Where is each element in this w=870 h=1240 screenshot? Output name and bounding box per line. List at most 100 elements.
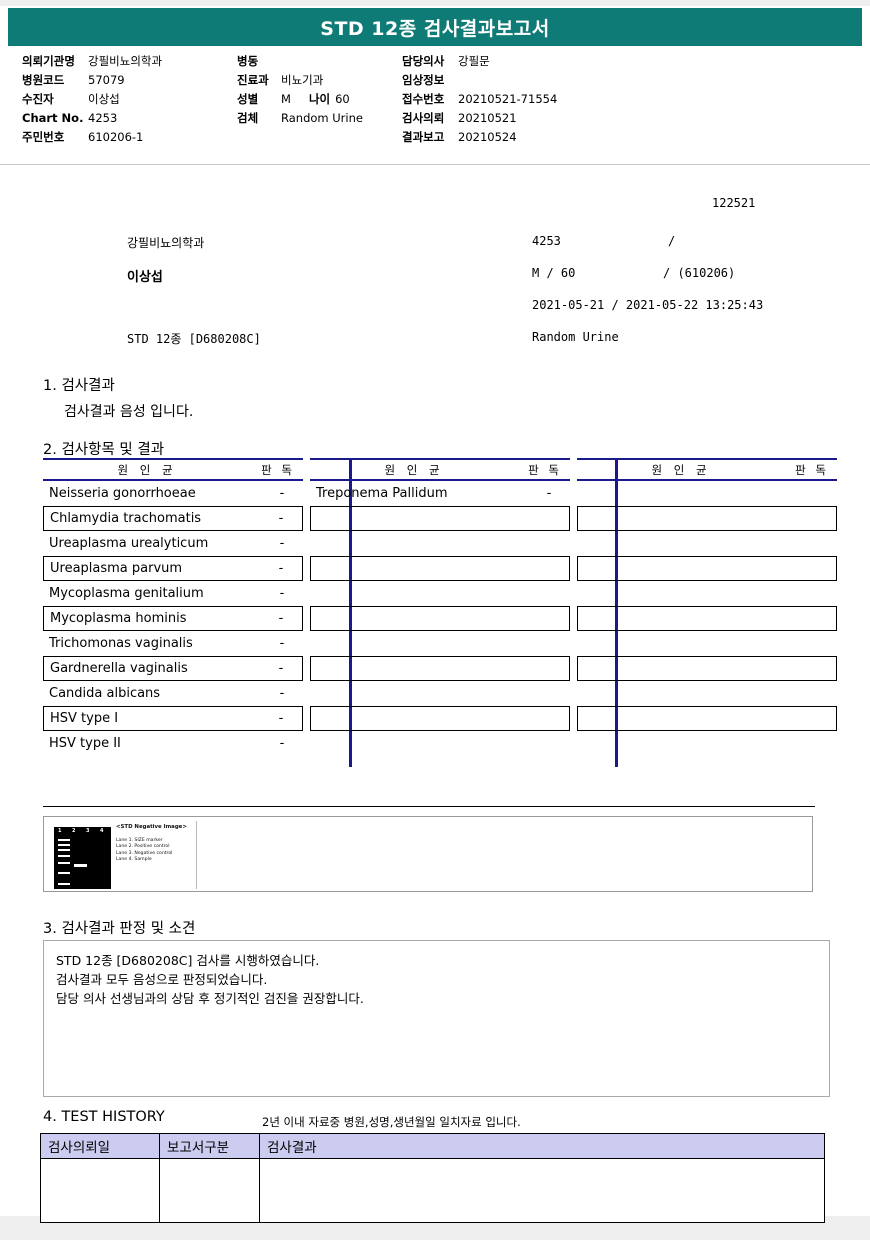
history-body [40, 1158, 825, 1223]
table-row [310, 556, 570, 581]
meta-value: 20210521-71554 [458, 92, 558, 106]
meta-label-secondary: 나이 [308, 92, 331, 106]
table-row: Treponema Pallidum - [310, 481, 570, 506]
meta-label: 성별 [237, 92, 259, 106]
table-row: Chlamydia trachomatis - [43, 506, 303, 531]
pathogen-result: - [278, 561, 284, 576]
table-row: Ureaplasma urealyticum - [43, 531, 303, 556]
table-row [310, 631, 570, 656]
meta-header: 의뢰기관명 강필비뇨의학과 병원코드 57079 수진자 이상섭 Chart No. 4253… [0, 52, 870, 162]
meta-label: 병동 [237, 54, 259, 68]
meta-label: 임상정보 [402, 73, 445, 87]
table-row [577, 556, 837, 581]
meta-row-clin-0: 병동 [237, 52, 402, 71]
history-cell [259, 1158, 825, 1223]
pathogen-result: - [546, 486, 552, 501]
report-code: 122521 [712, 196, 756, 210]
meta-row-doc-3: 검사의뢰 20210521 [402, 109, 702, 128]
report-page: STD 12종 검사결과보고서 의뢰기관명 강필비뇨의학과 병원코드 57079 수진자… [0, 6, 870, 1223]
pathogen-name: Ureaplasma urealyticum [49, 536, 209, 551]
table-row [577, 681, 837, 706]
table-row [577, 656, 837, 681]
meta-value: M [281, 92, 291, 106]
report-dates: 2021-05-21 / 2021-05-22 13:25:43 [532, 298, 764, 312]
patient-name: 이상섭 [127, 270, 163, 285]
results-header-name: 원 인 균 [384, 462, 444, 477]
pathogen-result: - [278, 711, 284, 726]
meta-label: 수진자 [22, 92, 54, 106]
test-history-table: 검사의뢰일 보고서구분 검사결과 [40, 1133, 825, 1223]
interpretation-line: STD 12종 [D680208C] 검사를 시행하였습니다. [56, 953, 320, 968]
pathogen-result: - [279, 736, 285, 751]
table-row [577, 581, 837, 606]
meta-row-req-3: Chart No. 4253 [22, 109, 237, 128]
meta-value: 610206-1 [88, 130, 144, 144]
pathogen-result: - [278, 611, 284, 626]
table-row [577, 531, 837, 556]
gel-section-rule [43, 806, 815, 807]
meta-value-secondary: 60 [335, 92, 350, 106]
history-note: 2년 이내 자료중 병원,성명,생년월일 일치자료 입니다. [262, 1115, 521, 1129]
page-title: STD 12종 검사결과보고서 [320, 17, 550, 40]
table-row: Gardnerella vaginalis - [43, 656, 303, 681]
gel-lane-number: 3 [86, 828, 90, 834]
table-row [310, 606, 570, 631]
pathogen-result: - [279, 486, 285, 501]
interpretation-line: 담당 의사 선생님과의 상담 후 정기적인 검진을 권장합니다. [56, 991, 364, 1006]
pathogen-result: - [278, 511, 284, 526]
results-header-verdict: 판 독 [261, 462, 295, 477]
meta-divider [0, 164, 870, 165]
section-4-heading: 4. TEST HISTORY [43, 1109, 165, 1125]
birth-code: / (610206) [663, 266, 736, 280]
meta-label: 진료과 [237, 73, 269, 87]
patient-info-block: 122521 강필비뇨의학과 이상섭 STD 12종 [D680208C] 42… [0, 174, 870, 349]
pathogen-result: - [278, 661, 284, 676]
meta-value: 강필문 [458, 54, 490, 68]
meta-label: 접수번호 [402, 92, 445, 106]
specimen-type: Random Urine [532, 330, 619, 344]
history-cell [40, 1158, 160, 1223]
results-column-2: 원 인 균 판 독 Treponema Pallidum - [310, 458, 570, 756]
gel-legend: Lane 1. SIZE marker Lane 2. Positive cont… [116, 838, 172, 864]
table-row [310, 706, 570, 731]
meta-row-req-4: 주민번호 610206-1 [22, 128, 237, 147]
meta-row-doc-2: 접수번호 20210521-71554 [402, 90, 702, 109]
table-row: HSV type I - [43, 706, 303, 731]
table-row [577, 706, 837, 731]
table-row [310, 531, 570, 556]
column-divider-2 [615, 458, 618, 767]
history-column-header: 검사의뢰일 [40, 1133, 160, 1159]
pathogen-name: Trichomonas vaginalis [49, 636, 193, 651]
results-header-name: 원 인 균 [117, 462, 177, 477]
table-row: Candida albicans - [43, 681, 303, 706]
pathogen-name: Candida albicans [49, 686, 161, 701]
table-row [577, 506, 837, 531]
meta-row-doc-0: 담당의사 강필문 [402, 52, 702, 71]
gel-caption: <STD Negative Image> [116, 824, 187, 830]
table-row [577, 606, 837, 631]
meta-column-clinical: 병동 진료과 비뇨기과 성별 M 나이 60 검체 Random Urine [237, 52, 402, 128]
table-row [310, 581, 570, 606]
meta-label: 담당의사 [402, 54, 445, 68]
clinic-name: 강필비뇨의학과 [127, 236, 205, 250]
meta-label: 검체 [237, 111, 259, 125]
pathogen-name: Mycoplasma genitalium [49, 586, 204, 601]
chart-slash: / [668, 234, 676, 248]
meta-value: 강필비뇨의학과 [88, 54, 163, 68]
interpretation-line: 검사결과 모두 음성으로 판정되었습니다. [56, 972, 268, 987]
meta-row-doc-4: 결과보고 20210524 [402, 128, 702, 147]
gel-legend-line: Lane 2. Positive control [116, 844, 170, 850]
meta-label: 검사의뢰 [402, 111, 445, 125]
table-row [310, 506, 570, 531]
pathogen-name: Neisseria gonorrhoeae [49, 486, 196, 501]
table-row [310, 681, 570, 706]
gel-lane-number: 2 [72, 828, 76, 834]
pathogen-name: HSV type I [50, 711, 119, 726]
pathogen-name: HSV type II [49, 736, 121, 751]
gel-lane-number: 1 [58, 828, 62, 834]
table-row: Mycoplasma hominis - [43, 606, 303, 631]
history-column-header: 보고서구분 [159, 1133, 260, 1159]
report-title-bar: STD 12종 검사결과보고서 [8, 8, 862, 46]
